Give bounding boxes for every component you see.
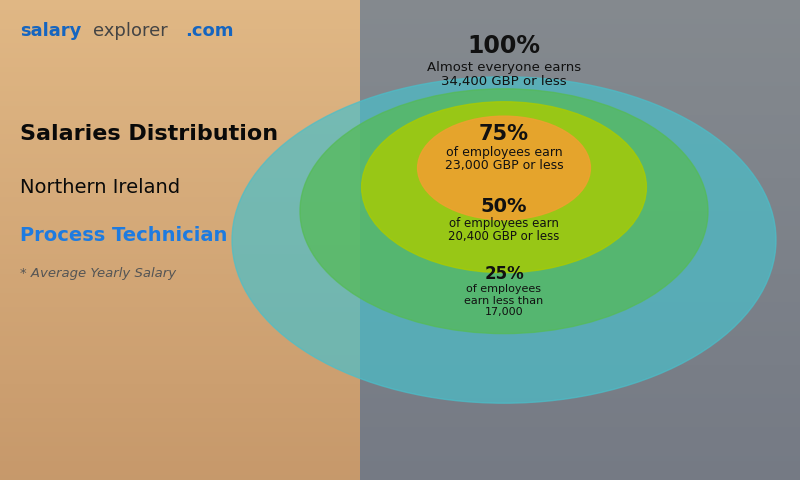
Text: * Average Yearly Salary: * Average Yearly Salary	[20, 267, 176, 280]
Text: of employees: of employees	[466, 285, 542, 294]
Circle shape	[232, 77, 776, 403]
Text: Northern Ireland: Northern Ireland	[20, 178, 180, 197]
Text: earn less than: earn less than	[464, 296, 544, 306]
Circle shape	[362, 102, 646, 273]
Text: 25%: 25%	[484, 264, 524, 283]
Text: 50%: 50%	[481, 197, 527, 216]
Text: 23,000 GBP or less: 23,000 GBP or less	[445, 159, 563, 172]
Text: Process Technician: Process Technician	[20, 226, 227, 245]
Text: Salaries Distribution: Salaries Distribution	[20, 124, 278, 144]
Text: 34,400 GBP or less: 34,400 GBP or less	[441, 75, 567, 88]
Text: salary: salary	[20, 22, 82, 40]
Text: 100%: 100%	[467, 34, 541, 58]
Circle shape	[418, 116, 590, 220]
Text: .com: .com	[186, 22, 234, 40]
Text: of employees earn: of employees earn	[449, 217, 559, 230]
Circle shape	[300, 89, 708, 334]
Text: of employees earn: of employees earn	[446, 146, 562, 159]
Text: 17,000: 17,000	[485, 308, 523, 317]
Text: 20,400 GBP or less: 20,400 GBP or less	[448, 229, 560, 243]
Text: explorer: explorer	[93, 22, 167, 40]
Text: 75%: 75%	[479, 124, 529, 144]
Text: Almost everyone earns: Almost everyone earns	[427, 60, 581, 74]
